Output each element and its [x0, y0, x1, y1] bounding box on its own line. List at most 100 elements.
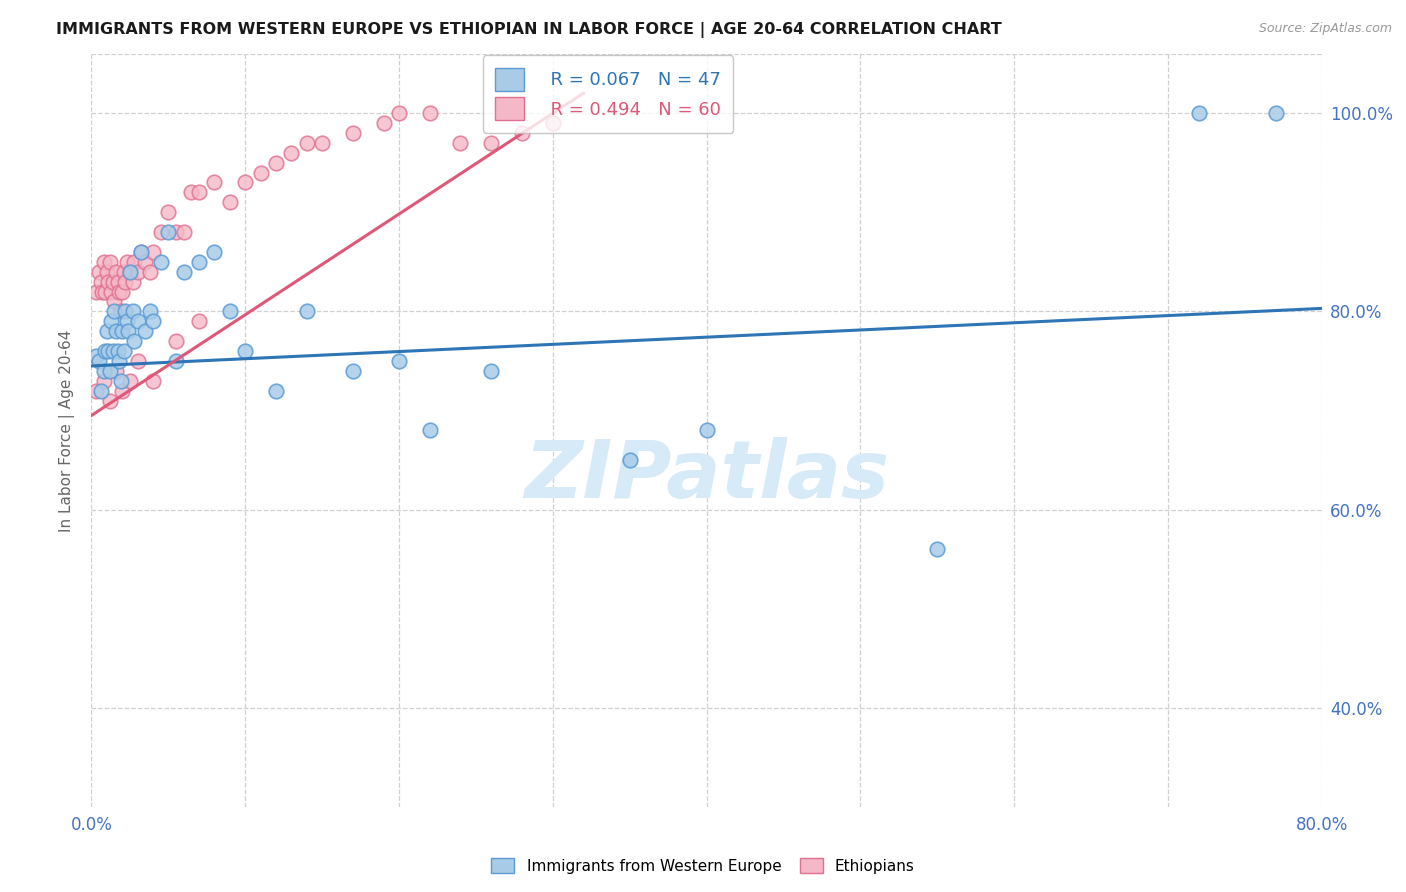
Point — [84, 384, 107, 398]
Point — [173, 225, 195, 239]
Point — [115, 254, 138, 268]
Point — [110, 304, 132, 318]
Point — [100, 285, 122, 299]
Point — [295, 136, 318, 150]
Point — [342, 126, 364, 140]
Point — [1264, 106, 1286, 120]
Point — [115, 314, 138, 328]
Point — [96, 324, 118, 338]
Point — [122, 275, 145, 289]
Text: Source: ZipAtlas.com: Source: ZipAtlas.com — [1258, 22, 1392, 36]
Point — [118, 374, 141, 388]
Text: IMMIGRANTS FROM WESTERN EUROPE VS ETHIOPIAN IN LABOR FORCE | AGE 20-64 CORRELATI: IMMIGRANTS FROM WESTERN EUROPE VS ETHIOP… — [56, 22, 1002, 38]
Point — [84, 285, 107, 299]
Legend: Immigrants from Western Europe, Ethiopians: Immigrants from Western Europe, Ethiopia… — [485, 852, 921, 880]
Point — [118, 265, 141, 279]
Point — [295, 304, 318, 318]
Point — [98, 393, 121, 408]
Point — [127, 265, 149, 279]
Point — [114, 275, 136, 289]
Point — [149, 225, 172, 239]
Point — [124, 334, 146, 348]
Point — [117, 324, 139, 338]
Point — [94, 285, 117, 299]
Point — [98, 364, 121, 378]
Point — [105, 364, 127, 378]
Point — [188, 314, 211, 328]
Point — [165, 354, 187, 368]
Point — [139, 265, 162, 279]
Point — [373, 116, 395, 130]
Point — [419, 423, 441, 437]
Point — [84, 349, 107, 363]
Point — [111, 384, 134, 398]
Point — [180, 186, 202, 200]
Point — [419, 106, 441, 120]
Point — [114, 304, 136, 318]
Point — [142, 314, 165, 328]
Point — [100, 314, 122, 328]
Point — [124, 254, 146, 268]
Point — [510, 126, 533, 140]
Point — [233, 344, 256, 359]
Point — [103, 294, 125, 309]
Point — [110, 374, 132, 388]
Point — [93, 254, 115, 268]
Point — [165, 225, 187, 239]
Point — [233, 176, 256, 190]
Point — [118, 265, 141, 279]
Point — [218, 195, 240, 210]
Point — [157, 225, 180, 239]
Point — [142, 244, 165, 259]
Point — [165, 334, 187, 348]
Point — [94, 344, 117, 359]
Point — [101, 344, 124, 359]
Point — [218, 304, 240, 318]
Point — [1187, 106, 1209, 120]
Point — [112, 265, 135, 279]
Point — [280, 145, 302, 160]
Point — [202, 176, 225, 190]
Point — [139, 304, 162, 318]
Point — [264, 155, 287, 169]
Point — [479, 364, 502, 378]
Point — [202, 244, 225, 259]
Point — [342, 364, 364, 378]
Point — [96, 265, 118, 279]
Point — [122, 304, 145, 318]
Y-axis label: In Labor Force | Age 20-64: In Labor Force | Age 20-64 — [59, 329, 76, 532]
Point — [93, 364, 115, 378]
Point — [927, 542, 949, 557]
Point — [108, 285, 131, 299]
Point — [479, 136, 502, 150]
Point — [619, 453, 641, 467]
Point — [134, 324, 156, 338]
Point — [91, 285, 114, 299]
Point — [97, 344, 120, 359]
Text: ZIPatlas: ZIPatlas — [524, 436, 889, 515]
Point — [107, 344, 129, 359]
Point — [87, 265, 110, 279]
Point — [541, 116, 564, 130]
Point — [157, 205, 180, 219]
Point — [129, 244, 152, 259]
Point — [173, 265, 195, 279]
Point — [90, 275, 112, 289]
Point — [97, 275, 120, 289]
Point — [111, 285, 134, 299]
Point — [98, 254, 121, 268]
Point — [149, 254, 172, 268]
Point — [105, 265, 127, 279]
Point — [107, 275, 129, 289]
Point — [108, 354, 131, 368]
Point — [188, 186, 211, 200]
Point — [101, 275, 124, 289]
Point — [127, 354, 149, 368]
Point — [388, 354, 411, 368]
Point — [103, 304, 125, 318]
Point — [93, 374, 115, 388]
Point — [388, 106, 411, 120]
Point — [696, 423, 718, 437]
Point — [129, 244, 152, 259]
Point — [90, 384, 112, 398]
